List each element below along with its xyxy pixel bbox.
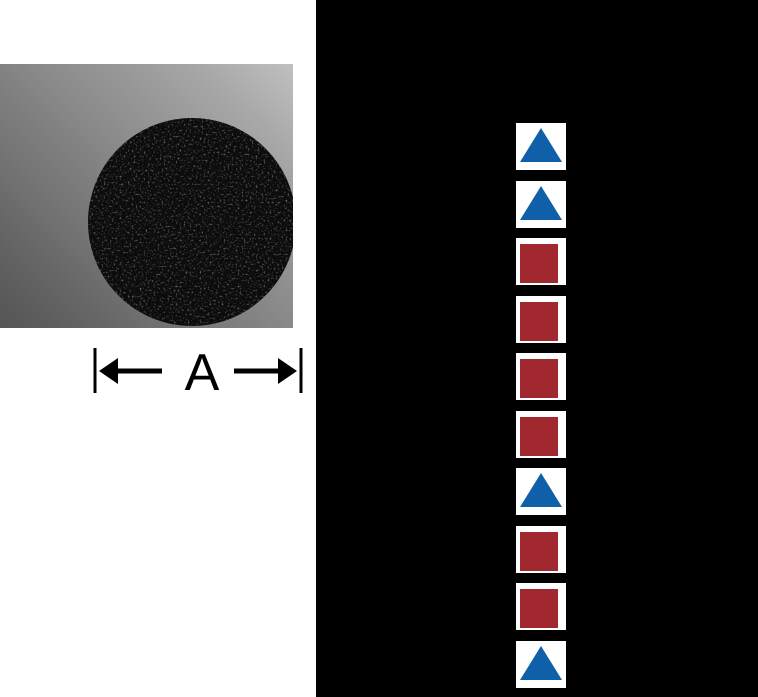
cord-grain-texture: [88, 118, 293, 326]
square-icon: [520, 589, 558, 628]
square-icon: [520, 416, 558, 456]
dimension-label: A: [185, 344, 220, 400]
rubber-cord-cross-section: [88, 118, 293, 326]
icon-tile: [516, 410, 566, 458]
icon-tile: [516, 640, 566, 688]
dimension-annotation: A: [93, 344, 303, 400]
dimension-arrow-left-icon: [99, 358, 162, 384]
icon-tile: [516, 180, 566, 228]
triangle-up-icon: [520, 128, 562, 162]
icon-tile: [516, 353, 566, 400]
cord-photo: [0, 64, 293, 328]
square-icon: [520, 359, 558, 398]
icon-tile: [516, 525, 566, 573]
icon-column: [516, 123, 566, 688]
right-panel: [316, 0, 758, 697]
icon-tile: [516, 238, 566, 285]
icon-tile: [516, 583, 566, 630]
dimension-extent-tick-right: [299, 348, 303, 393]
square-icon: [520, 301, 558, 341]
square-icon: [520, 531, 558, 571]
triangle-up-icon: [520, 185, 562, 220]
icon-tile: [516, 123, 566, 170]
triangle-up-icon: [520, 473, 562, 507]
dimension-arrow-right-icon: [234, 358, 297, 384]
icon-tile: [516, 468, 566, 515]
square-icon: [520, 244, 558, 283]
dimension-extent-tick-left: [93, 348, 97, 393]
triangle-up-icon: [520, 645, 562, 680]
icon-tile: [516, 295, 566, 343]
